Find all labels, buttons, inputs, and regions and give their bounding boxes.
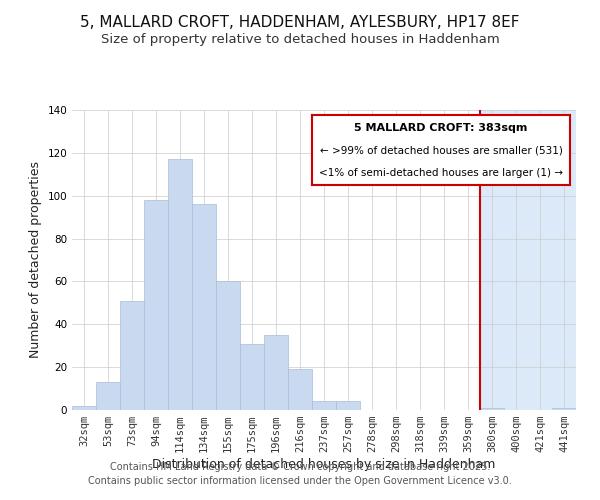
X-axis label: Distribution of detached houses by size in Haddenham: Distribution of detached houses by size …: [152, 458, 496, 471]
Bar: [240, 344, 264, 410]
Bar: [480, 408, 504, 410]
Bar: [264, 335, 288, 410]
Bar: [552, 408, 576, 410]
Bar: [168, 160, 192, 410]
Bar: [96, 382, 120, 410]
Y-axis label: Number of detached properties: Number of detached properties: [29, 162, 42, 358]
Bar: [288, 370, 312, 410]
Bar: [480, 110, 576, 410]
Text: Size of property relative to detached houses in Haddenham: Size of property relative to detached ho…: [101, 32, 499, 46]
Bar: [192, 204, 216, 410]
Text: 5, MALLARD CROFT, HADDENHAM, AYLESBURY, HP17 8EF: 5, MALLARD CROFT, HADDENHAM, AYLESBURY, …: [80, 15, 520, 30]
Text: Contains HM Land Registry data © Crown copyright and database right 2025.: Contains HM Land Registry data © Crown c…: [110, 462, 490, 472]
Bar: [72, 406, 96, 410]
Text: Contains public sector information licensed under the Open Government Licence v3: Contains public sector information licen…: [88, 476, 512, 486]
Text: ← >99% of detached houses are smaller (531): ← >99% of detached houses are smaller (5…: [320, 146, 562, 156]
Bar: [120, 300, 144, 410]
Bar: [336, 402, 360, 410]
Bar: [312, 402, 336, 410]
Text: <1% of semi-detached houses are larger (1) →: <1% of semi-detached houses are larger (…: [319, 168, 563, 178]
Bar: [216, 282, 240, 410]
Bar: [144, 200, 168, 410]
Text: 5 MALLARD CROFT: 383sqm: 5 MALLARD CROFT: 383sqm: [355, 124, 527, 134]
